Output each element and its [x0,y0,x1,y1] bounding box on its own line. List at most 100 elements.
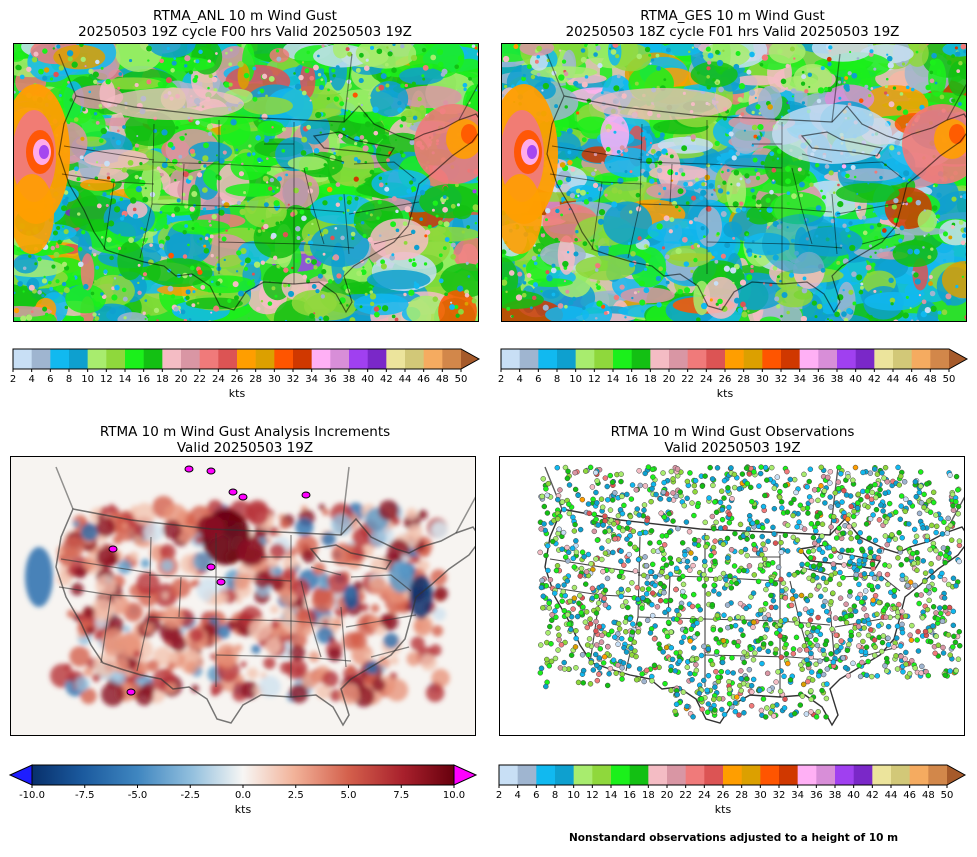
observation-point [609,479,616,485]
observation-point [691,512,697,519]
observation-point [847,559,853,565]
observation-point [759,525,766,531]
observation-point [649,678,655,684]
colorbar-swatch [797,765,817,785]
colorbar-swatch [162,349,182,369]
observation-point [583,569,590,575]
observation-point [644,517,650,524]
colorbar: 2 4 6 8 10 12 14 16 18 20 22 24 26 28 30 32 34 36 38 40 42 44… [10,348,481,409]
observation-point [628,645,634,651]
colorbar-swatch [349,349,368,369]
observation-point [631,639,638,646]
colorbar-swatch [573,765,593,785]
colorbar-swatch [872,765,892,785]
observation-point [659,569,665,575]
extreme-increment-marker [238,493,248,501]
observation-point [791,572,798,578]
observation-point [562,554,569,560]
colorbar-tick-label: 28 [735,790,749,801]
observation-point [796,519,802,525]
colorbar-tick-label: 30 [753,790,767,801]
observation-point [624,525,631,531]
observation-point [707,567,714,573]
observation-point [662,609,668,616]
observation-point [945,515,951,522]
observation-point [845,673,852,679]
colorbar-tick-label: 26 [230,374,244,385]
observation-point [933,610,939,616]
observation-point [807,466,814,473]
observation-point [721,711,728,718]
colorbar-swatch [762,349,782,369]
observation-point [804,597,811,604]
observation-point [540,593,547,599]
observation-point [916,489,923,496]
colorbar-tick-label: 10 [569,374,583,385]
observation-point [861,625,867,631]
observation-point [607,507,614,513]
colorbar-swatch [706,349,726,369]
observation-point [772,540,779,546]
observation-point [877,486,883,493]
observation-point [641,678,647,685]
observation-point [558,642,565,648]
observation-point [940,545,947,551]
observation-point [839,499,845,505]
observation-point [653,491,659,498]
observation-point [615,662,621,668]
observation-point [897,516,904,523]
colorbar-bar [498,764,967,788]
observation-point [590,667,597,673]
observation-point [642,554,648,560]
observation-point [635,556,642,563]
observation-point [740,696,746,703]
observation-point [657,496,664,502]
observation-point [909,622,915,629]
colorbar-swatch [611,765,630,785]
observation-point [937,605,943,611]
observation-point [857,530,863,536]
observation-point [636,621,643,627]
observation-point [629,580,635,586]
observation-point [765,538,771,545]
observation-point [804,657,810,663]
observation-point [555,583,561,589]
colorbar-extend-min [8,764,33,786]
colorbar-swatch [499,765,518,785]
observation-point [808,669,815,675]
colorbar-swatch [367,349,387,369]
observation-point [808,688,814,694]
colorbar-tick-label: 10.0 [442,790,466,801]
observation-point [802,606,809,613]
observation-point [712,707,718,713]
colorbar-tick-label: 48 [923,374,937,385]
observation-point [626,551,632,558]
colorbar-swatch [629,765,649,785]
observation-point [537,670,544,676]
state-border [340,606,347,668]
observation-point [593,618,599,625]
observation-point [711,588,717,594]
observation-point [829,626,835,632]
observation-point [748,703,755,709]
colorbar-tick-label: 40 [361,374,375,385]
observation-point [841,487,847,494]
colorbar-bar [8,764,478,788]
colorbar-swatch [818,349,838,369]
colorbar-tick-label: 46 [905,374,919,385]
observation-point [564,611,571,618]
observation-point [752,650,758,656]
observation-point [762,714,769,720]
observation-point [546,663,553,669]
observation-point [727,573,733,579]
observation-point [864,493,871,500]
observation-point [666,496,672,503]
observation-point [758,607,764,613]
observation-point [808,696,814,703]
observation-point [652,582,658,589]
observation-point [837,554,844,560]
observation-point [636,666,643,672]
colorbar-swatch [181,349,200,369]
observation-point [823,608,830,615]
observation-point [740,680,747,687]
